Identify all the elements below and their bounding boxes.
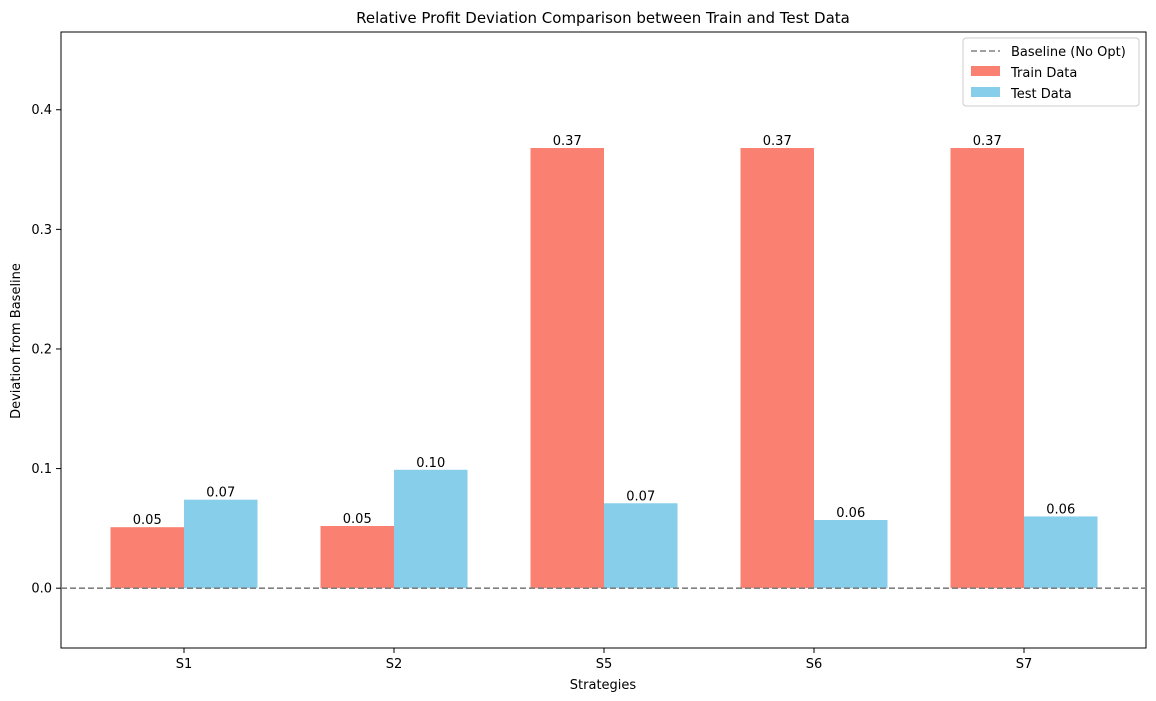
x-axis-title: Strategies (570, 678, 637, 693)
test-bar-label: 0.07 (626, 489, 655, 504)
train-bar (740, 148, 814, 589)
y-tick-label: 0.3 (31, 223, 52, 238)
train-bar-label: 0.37 (763, 134, 792, 149)
bars-group (110, 148, 1098, 589)
train-bar-label: 0.37 (973, 134, 1002, 149)
train-bar (110, 527, 184, 589)
x-tick-label: S2 (386, 657, 403, 672)
test-bar (604, 503, 678, 589)
legend: Baseline (No Opt) Train Data Test Data (962, 37, 1140, 107)
train-bar (530, 148, 604, 589)
test-bar (814, 520, 888, 589)
train-bar (320, 525, 394, 589)
legend-test-label: Test Data (1010, 87, 1072, 102)
legend-train-label: Train Data (1010, 66, 1077, 81)
legend-baseline-label: Baseline (No Opt) (1011, 45, 1126, 60)
x-tick-label: S6 (806, 657, 823, 672)
train-bar (950, 148, 1024, 589)
legend-train-swatch (971, 66, 1000, 76)
test-bar-label: 0.06 (1046, 502, 1075, 517)
test-bar-label: 0.10 (416, 456, 445, 471)
y-tick-label: 0.0 (31, 582, 52, 597)
x-tick-label: S5 (596, 657, 613, 672)
x-axis: S1 S2 S5 S6 S7 (176, 648, 1033, 672)
x-tick-label: S1 (176, 657, 193, 672)
test-bar (184, 499, 258, 589)
train-bar-label: 0.05 (343, 512, 372, 527)
legend-box (962, 37, 1140, 107)
y-tick-label: 0.1 (31, 462, 52, 477)
legend-test-swatch (971, 87, 1000, 97)
chart-title: Relative Profit Deviation Comparison bet… (356, 9, 850, 27)
y-tick-label: 0.4 (31, 103, 52, 118)
y-axis: 0.0 0.1 0.2 0.3 0.4 (31, 103, 61, 597)
test-bar (1024, 516, 1098, 589)
test-bar-label: 0.07 (206, 486, 235, 501)
test-bar-label: 0.06 (836, 506, 865, 521)
x-tick-label: S7 (1016, 657, 1033, 672)
train-bar-label: 0.37 (553, 134, 582, 149)
y-tick-label: 0.2 (31, 342, 52, 357)
y-axis-title: Deviation from Baseline (9, 263, 24, 419)
test-bar (394, 469, 468, 589)
bar-labels-group: 0.05 0.07 0.05 0.10 0.37 0.07 0.37 0.06 0.37 0.06 (133, 134, 1075, 528)
train-bar-label: 0.05 (133, 513, 162, 528)
